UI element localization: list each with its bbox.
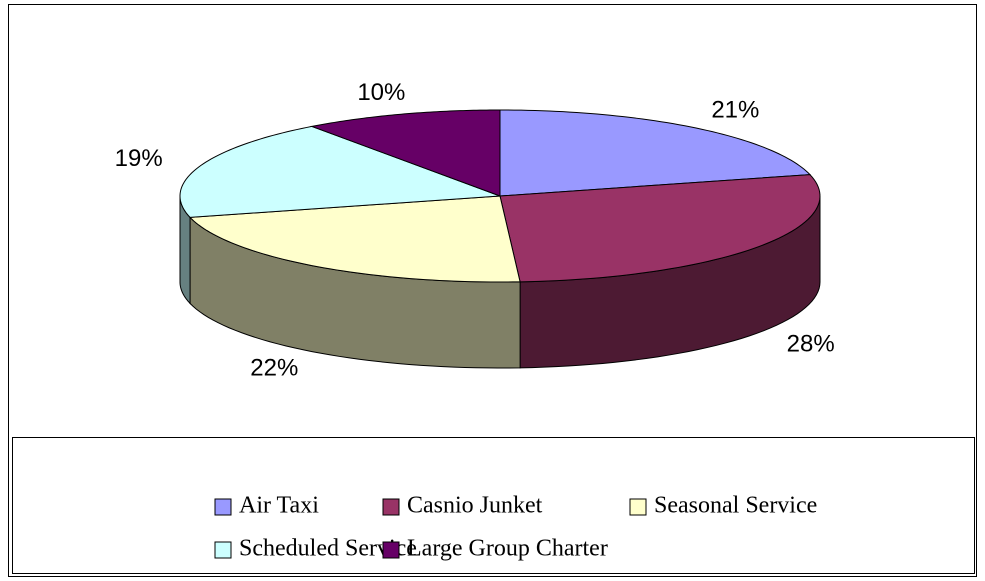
pie-sides — [179, 195, 821, 369]
pie-slice — [188, 195, 521, 283]
data-label: 21% — [711, 96, 759, 123]
legend-label: Casnio Junket — [407, 493, 543, 519]
pie-slice — [179, 125, 501, 218]
legend-swatch — [629, 498, 647, 516]
legend-swatch — [214, 541, 232, 559]
legend-label: Seasonal Service — [654, 493, 817, 519]
data-label: 22% — [250, 354, 298, 381]
legend-swatch — [214, 498, 232, 516]
pie-slice — [499, 174, 821, 283]
pie-slice — [499, 109, 812, 197]
legend-swatch — [382, 498, 400, 516]
data-label: 10% — [357, 79, 405, 106]
data-label: 28% — [787, 331, 835, 358]
legend: Air Taxi Casnio Junket Seasonal ServiceSch… — [214, 493, 817, 562]
pie-tops — [179, 109, 821, 283]
pie-labels: 21% 28% 22% 19% 10% — [115, 79, 835, 381]
legend-swatch — [382, 541, 400, 559]
pie-slice — [310, 109, 501, 197]
legend-label: Large Group Charter — [407, 536, 608, 562]
legend-box — [12, 437, 975, 574]
legend-label: Air Taxi — [239, 493, 319, 519]
data-label: 19% — [115, 145, 163, 172]
